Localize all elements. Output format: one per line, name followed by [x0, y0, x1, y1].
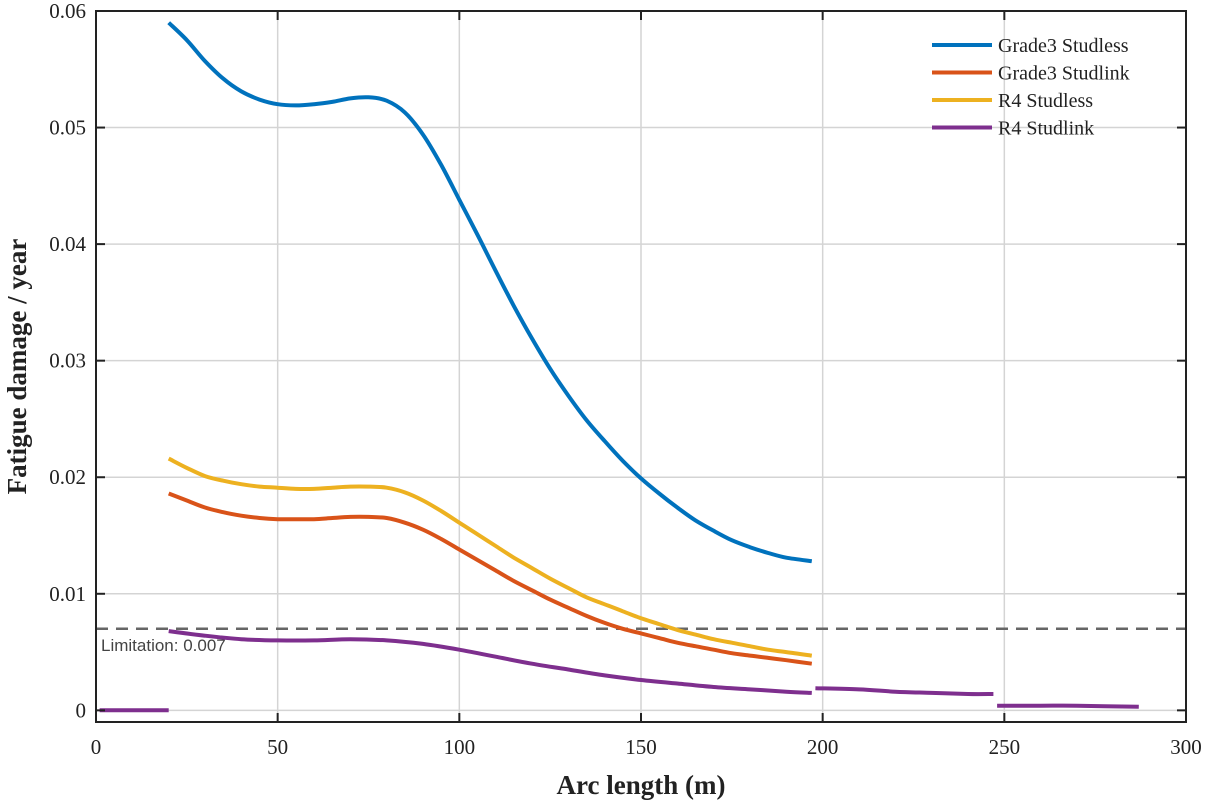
x-tick-label: 150: [625, 735, 657, 759]
series-line-r4-studlink-segment-3: [815, 686, 994, 697]
series-line-r4-studlink-segment-2: [168, 629, 812, 695]
legend: Grade3 Studless Grade3 Studlink R4 Studles…: [932, 35, 1130, 140]
y-tick-label: 0.02: [49, 465, 86, 489]
reference-line-group: Limitation: 0.007: [96, 627, 1186, 655]
x-tick-labels: 0 50 100 150 200 250 300: [91, 11, 1202, 759]
y-tick-label: 0.06: [49, 0, 86, 23]
x-tick-label: 50: [267, 735, 288, 759]
grid-lines: [96, 11, 1186, 722]
y-tick-label: 0.05: [49, 116, 86, 140]
y-tick-label: 0: [76, 698, 87, 722]
series-line-grade3-studless: [167, 21, 813, 564]
y-tick-label: 0.01: [49, 582, 86, 606]
legend-label-r4-studlink: R4 Studlink: [998, 118, 1094, 140]
limitation-label: Limitation: 0.007: [101, 636, 226, 655]
x-tick-label: 100: [444, 735, 476, 759]
y-tick-labels: 0 0.01 0.02 0.03 0.04 0.05 0.06: [49, 0, 1186, 722]
x-tick-label: 300: [1170, 735, 1202, 759]
x-axis-label: Arc length (m): [557, 770, 726, 800]
y-axis-label: Fatigue damage / year: [2, 239, 32, 495]
x-tick-label: 250: [989, 735, 1021, 759]
x-tick-label: 200: [807, 735, 839, 759]
legend-label-r4-studless: R4 Studless: [998, 90, 1093, 112]
legend-label-grade3-studlink: Grade3 Studlink: [998, 63, 1130, 85]
y-tick-label: 0.04: [49, 232, 86, 256]
series-lines: [99, 21, 1139, 713]
series-line-grade3-studlink: [167, 491, 813, 666]
x-tick-label: 0: [91, 735, 102, 759]
y-tick-label: 0.03: [49, 349, 86, 373]
series-line-r4-studlink-segment-4: [997, 703, 1139, 709]
series-line-r4-studless: [167, 456, 813, 658]
legend-label-grade3-studless: Grade3 Studless: [998, 35, 1129, 57]
